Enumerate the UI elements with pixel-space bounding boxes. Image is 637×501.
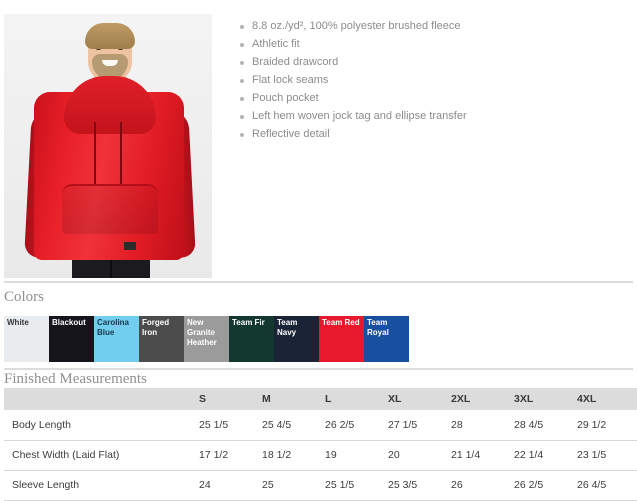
cell-l: 25 1/5 [325,479,355,491]
color-swatch-team-royal[interactable]: Team Royal [364,316,409,362]
swatch-label: White [7,318,29,327]
feature-list: 8.8 oz./yd², 100% polyester brushed flee… [238,20,628,141]
product-features: 8.8 oz./yd², 100% polyester brushed flee… [238,20,628,146]
bullet-icon [240,115,244,119]
feature-text: Pouch pocket [252,92,319,104]
cell-xl: 20 [388,449,400,461]
hoodie-jock-tag [124,242,136,250]
cell-m: 18 1/2 [262,449,292,461]
cell-m: 25 4/5 [262,418,292,431]
list-item: 8.8 oz./yd², 100% polyester brushed flee… [238,20,628,33]
column-header-m: M [262,393,271,405]
swatch-label: Team Navy [277,318,298,337]
list-item: Left hem woven jock tag and ellipse tran… [238,110,628,123]
cell-4xl: 26 4/5 [577,479,607,491]
cell-3xl: 22 1/4 [514,449,544,461]
model-smile [102,60,118,66]
row-label: Body Length [12,418,71,431]
table-header: S M L XL 2XL 3XL 4XL [4,388,637,410]
cell-s: 24 [199,479,211,491]
cell-3xl: 26 2/5 [514,479,544,491]
list-item: Pouch pocket [238,92,628,105]
table-row: Sleeve Length 24 25 25 1/5 25 3/5 26 26 … [4,470,637,500]
section-divider [4,281,633,283]
swatch-label: Carolina Blue [97,318,130,337]
column-header-2xl: 2XL [451,393,471,405]
colors-heading: Colors [4,289,45,305]
swatch-label: Team Red [322,318,360,327]
swatch-label: Team Fir [232,318,265,327]
color-swatch-team-red[interactable]: Team Red [319,316,364,362]
swatch-label: Forged Iron [142,318,170,337]
measurements-heading: Finished Measurements [4,371,147,387]
cell-l: 19 [325,449,337,461]
row-label: Chest Width (Laid Flat) [12,449,120,461]
feature-text: Flat lock seams [252,74,329,86]
cell-4xl: 23 1/5 [577,449,607,461]
product-image[interactable] [4,14,212,278]
bullet-icon [240,97,244,101]
table-row: Chest Width (Laid Flat) 17 1/2 18 1/2 19… [4,440,637,470]
cell-2xl: 28 [451,418,463,431]
table-row: Body Length 25 1/5 25 4/5 26 2/5 27 1/5 … [4,410,637,440]
hoodie-drawcord-right [120,122,122,184]
model-hair [85,23,135,49]
color-swatch-list: White Blackout Carolina Blue Forged Iron… [4,316,409,362]
cell-s: 25 1/5 [199,418,229,431]
model-leg-split [110,248,112,278]
cell-xl: 25 3/5 [388,479,418,491]
bullet-icon [240,43,244,47]
column-header-4xl: 4XL [577,393,597,405]
column-header-s: S [199,393,207,405]
product-overview-section: 8.8 oz./yd², 100% polyester brushed flee… [4,14,628,278]
table-header-row: S M L XL 2XL 3XL 4XL [4,388,637,410]
row-label: Sleeve Length [12,479,80,491]
cell-s: 17 1/2 [199,449,229,461]
swatch-label: New Granite Heather [187,318,217,347]
cell-3xl: 28 4/5 [514,418,544,431]
bullet-icon [240,25,244,29]
list-item: Athletic fit [238,38,628,51]
feature-text: 8.8 oz./yd², 100% polyester brushed flee… [252,20,461,32]
measurements-table: S M L XL 2XL 3XL 4XL Body Length 25 1/5 … [4,388,637,501]
feature-text: Braided drawcord [252,56,339,68]
hoodie-pouch-pocket [62,184,158,234]
list-item: Reflective detail [238,128,628,141]
cell-4xl: 29 1/2 [577,418,607,431]
table-body: Body Length 25 1/5 25 4/5 26 2/5 27 1/5 … [4,410,637,500]
hoodie-hood [64,76,156,134]
cell-xl: 27 1/5 [388,418,418,431]
hoodie-drawcord-left [94,122,96,184]
feature-text: Reflective detail [252,128,330,140]
bullet-icon [240,61,244,65]
bullet-icon [240,133,244,137]
cell-l: 26 2/5 [325,418,355,431]
cell-m: 25 [262,479,274,491]
feature-text: Left hem woven jock tag and ellipse tran… [252,110,467,122]
color-swatch-carolina-blue[interactable]: Carolina Blue [94,316,139,362]
cell-2xl: 21 1/4 [451,449,481,461]
color-swatch-forged-iron[interactable]: Forged Iron [139,316,184,362]
color-swatch-blackout[interactable]: Blackout [49,316,94,362]
swatch-label: Blackout [52,318,86,327]
bullet-icon [240,79,244,83]
column-header-blank [4,388,199,410]
color-swatch-new-granite-heather[interactable]: New Granite Heather [184,316,229,362]
column-header-3xl: 3XL [514,393,534,405]
feature-text: Athletic fit [252,38,300,50]
product-photo [4,14,212,278]
column-header-l: L [325,393,332,405]
list-item: Braided drawcord [238,56,628,69]
swatch-label: Team Royal [367,318,389,337]
column-header-xl: XL [388,393,402,405]
list-item: Flat lock seams [238,74,628,87]
cell-2xl: 26 [451,479,463,491]
color-swatch-team-navy[interactable]: Team Navy [274,316,319,362]
measurements-table-wrap: S M L XL 2XL 3XL 4XL Body Length 25 1/5 … [4,388,637,501]
color-swatch-white[interactable]: White [4,316,49,362]
section-divider [4,368,633,370]
color-swatch-team-fir[interactable]: Team Fir [229,316,274,362]
